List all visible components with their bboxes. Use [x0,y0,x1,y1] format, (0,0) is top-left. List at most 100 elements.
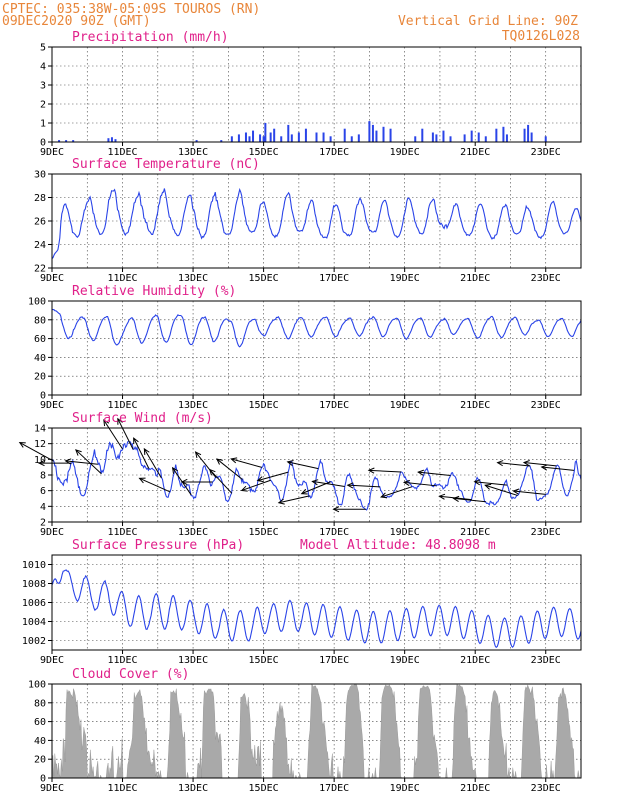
wind-arrow-head [367,467,375,474]
wind-arrow-shaft [523,462,557,467]
x-tick-label: 23DEC [531,655,561,666]
cloud-cover-area [51,683,581,779]
precip-bar [273,128,276,142]
wind-arrow-head [117,417,123,425]
wind-arrow-shaft [139,477,171,493]
wind-arrow-head [417,469,425,476]
wind-arrow-head [346,482,354,489]
x-tick-label: 21DEC [460,273,490,284]
x-tick-label: 17DEC [319,655,349,666]
wind-arrow-head [75,449,82,456]
precip-bar [195,140,198,142]
x-tick-label: 13DEC [178,527,208,538]
x-tick-label: 9DEC [40,783,64,794]
precip-bar [65,140,68,142]
grid-line-note: Vertical Grid Line: 90Z [398,14,578,29]
y-tick-label: 1006 [22,598,46,609]
precip-bar [114,139,117,142]
precip-bar [287,124,290,142]
wind-arrow-head [452,495,460,502]
x-tick-label: 15DEC [249,273,279,284]
wind-arrow-shaft [117,418,134,450]
y-tick-label: 80 [34,698,46,709]
precip-bar [530,132,533,142]
precip-bar [304,128,307,142]
x-tick-label: 23DEC [531,783,561,794]
wind-arrow-head [138,477,146,484]
y-tick-label: 2 [40,518,46,529]
precipitation-title: Precipitation (mm/h) [72,30,229,45]
precip-bar [435,134,438,142]
precip-bar [463,134,466,142]
y-tick-label: 40 [34,353,46,364]
wind-arrow-shaft [257,471,289,482]
wind-arrow-shaft [380,486,412,498]
humidity-panel: 0 20 40 60 80 100 9DEC 11DEC 13DEC 15DEC 17DEC 19DE… [28,284,582,411]
wind-arrow-head [230,457,238,464]
x-tick-label: 23DEC [531,273,561,284]
precip-bar [297,132,300,142]
precip-bar [107,138,110,142]
precip-bar [262,136,265,142]
x-tick-label: 19DEC [390,527,420,538]
wind-arrow-head [496,460,504,467]
x-tick-label: 13DEC [178,783,208,794]
precip-bar [248,136,251,142]
wind-arrow-shaft [195,451,217,478]
y-tick-label: 4 [40,502,46,513]
wind-arrow-head [540,464,548,471]
wind-arrow-head [438,493,446,500]
x-tick-label: 11DEC [107,147,137,158]
y-tick-label: 12 [34,439,46,450]
x-tick-label: 15DEC [249,527,279,538]
precip-bar [484,136,487,142]
x-tick-label: 19DEC [390,147,420,158]
x-tick-label: 9DEC [40,400,64,411]
precip-bar [477,132,480,142]
precip-bar [502,126,505,142]
wind-arrow-shaft [404,481,437,487]
wind-arrow-shaft [368,469,402,473]
precip-bar [523,128,526,142]
precipitation-panel: 0 1 2 3 4 5 9DEC 11DEC 13DEC 15DEC 17DEC 19DEC 21DEC… [40,30,582,158]
y-tick-label: 1010 [22,560,46,571]
wind-arrow-shaft [278,495,310,504]
precip-bar [375,130,378,142]
x-tick-label: 15DEC [249,655,279,666]
precip-bar [269,132,272,142]
wind-arrow-head [286,459,294,466]
pressure-panel: 1002 1004 1006 1008 1010 9DEC 11DEC 13DEC 15DEC 1… [22,538,582,666]
wind-arrow-shaft [312,480,345,488]
wind-arrow-shaft [231,458,262,468]
x-tick-label: 11DEC [107,400,137,411]
precip-bar [110,137,113,142]
wind-arrow-head [484,483,492,490]
wind-arrow-head [194,451,202,459]
wind-arrow-head [522,460,530,467]
y-tick-label: 8 [40,471,46,482]
y-tick-label: 22 [34,264,46,275]
y-tick-label: 100 [28,297,46,308]
wind-arrow-shaft [474,481,507,486]
wind-arrow-head [332,506,340,513]
y-tick-label: 28 [34,193,46,204]
precip-bar [495,128,498,142]
x-tick-label: 21DEC [460,527,490,538]
pressure-title: Surface Pressure (hPa) [72,538,244,553]
wind-title: Surface Wind (m/s) [72,411,213,426]
precip-bar [382,126,385,142]
x-tick-label: 17DEC [319,783,349,794]
temperature-panel: 22 24 26 28 30 9DEC 11DEC 13DEC 15DEC 17DEC 19DEC 2… [34,157,582,284]
wind-series-line [51,441,582,511]
wind-arrow-head [143,447,150,455]
wind-arrow-shaft [241,479,271,491]
precip-bar [290,134,293,142]
wind-arrow-shaft [418,471,451,477]
y-tick-label: 1004 [22,617,46,628]
humidity-series-line [51,308,582,348]
temperature-series-line [51,187,582,260]
temperature-title: Surface Temperature (nC) [72,157,260,172]
y-tick-label: 1 [40,119,46,130]
precip-bar [470,130,473,142]
wind-arrow-shaft [347,484,381,488]
